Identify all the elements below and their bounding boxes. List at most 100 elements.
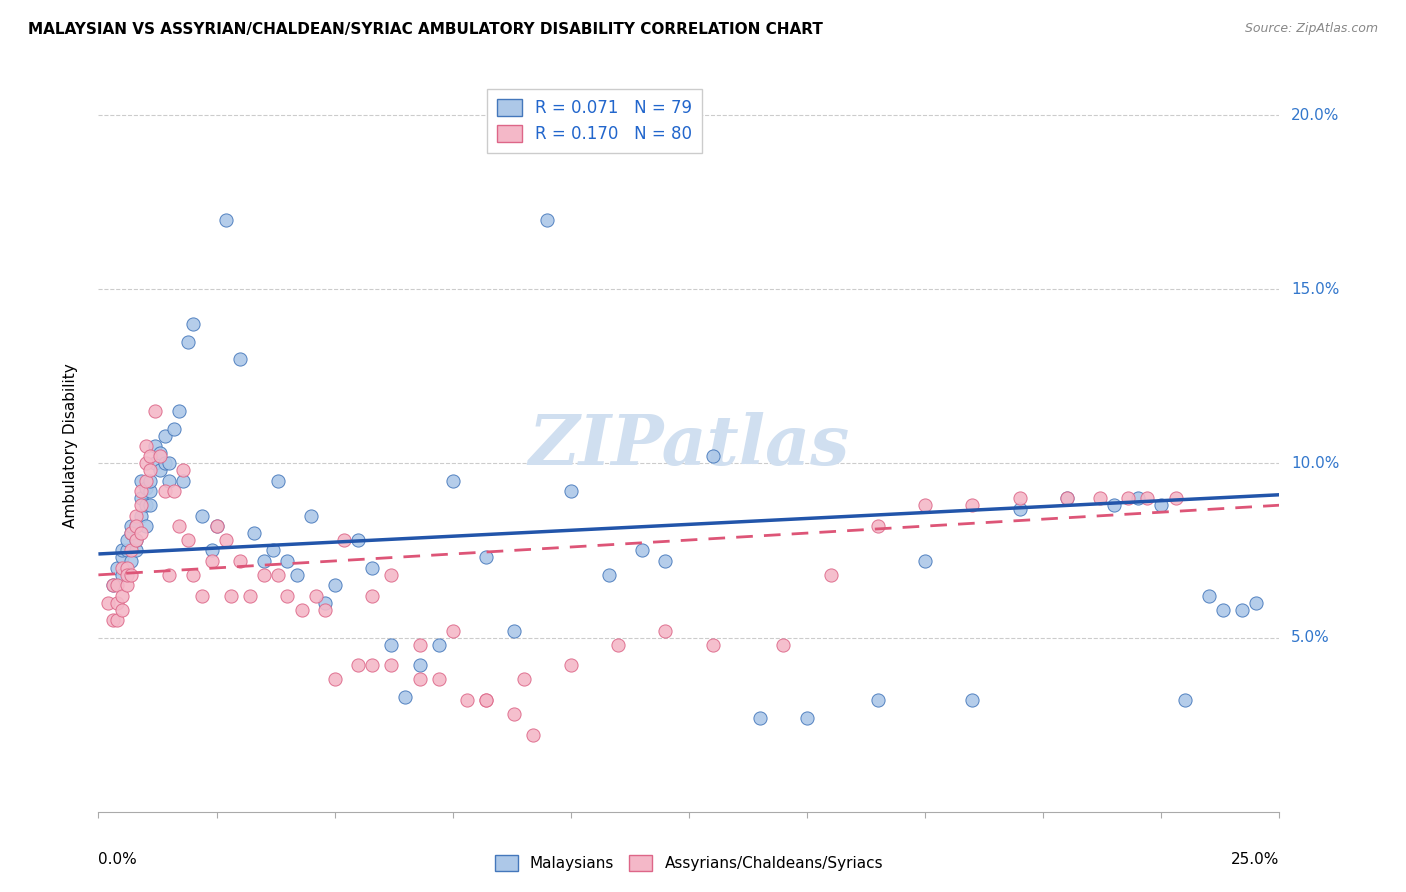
Text: MALAYSIAN VS ASSYRIAN/CHALDEAN/SYRIAC AMBULATORY DISABILITY CORRELATION CHART: MALAYSIAN VS ASSYRIAN/CHALDEAN/SYRIAC AM… [28,22,823,37]
Point [111,550,134,565]
Point [129,474,152,488]
Point [129,498,152,512]
Point [427,638,450,652]
Point [503,707,526,722]
Point [522,728,544,742]
Point [1056,491,1078,506]
Point [408,638,430,652]
Point [139,498,162,512]
Point [408,673,430,687]
Point [796,711,818,725]
Point [219,589,242,603]
Point [129,526,152,541]
Point [135,498,157,512]
Point [125,508,148,523]
Point [153,428,176,442]
Point [215,533,238,547]
Point [503,624,526,638]
Point [101,578,124,592]
Point [654,624,676,638]
Point [125,519,148,533]
Point [276,554,298,568]
Legend: Malaysians, Assyrians/Chaldeans/Syriacs: Malaysians, Assyrians/Chaldeans/Syriacs [488,849,890,877]
Point [105,596,128,610]
Point [380,658,402,673]
Point [1126,491,1149,506]
Point [239,589,262,603]
Point [111,603,134,617]
Point [191,589,214,603]
Point [314,603,336,617]
Point [475,550,498,565]
Point [361,658,384,673]
Point [380,638,402,652]
Point [1244,596,1267,610]
Text: ZIPatlas: ZIPatlas [529,412,849,480]
Point [1008,501,1031,516]
Point [229,351,252,366]
Point [121,526,143,541]
Point [157,457,180,471]
Text: Source: ZipAtlas.com: Source: ZipAtlas.com [1244,22,1378,36]
Point [157,567,180,582]
Point [536,212,558,227]
Point [427,673,450,687]
Point [475,693,498,707]
Text: 10.0%: 10.0% [1291,456,1340,471]
Point [290,603,312,617]
Point [243,526,266,541]
Point [748,711,770,725]
Point [135,519,157,533]
Point [163,421,186,435]
Point [1088,491,1111,506]
Point [1008,491,1031,506]
Point [361,589,384,603]
Point [1230,603,1253,617]
Point [149,446,172,460]
Text: 20.0%: 20.0% [1291,108,1340,122]
Point [121,567,143,582]
Point [262,543,284,558]
Point [125,543,148,558]
Point [111,567,134,582]
Point [299,508,322,523]
Point [149,463,172,477]
Point [177,533,200,547]
Point [97,596,120,610]
Point [380,567,402,582]
Point [143,439,166,453]
Point [149,450,172,464]
Point [135,457,157,471]
Point [866,519,889,533]
Point [702,450,724,464]
Point [630,543,652,558]
Point [181,317,204,331]
Point [456,693,478,707]
Point [125,533,148,547]
Point [598,567,620,582]
Point [135,439,157,453]
Point [125,533,148,547]
Point [1174,693,1197,707]
Point [129,484,152,499]
Point [139,474,162,488]
Point [101,613,124,627]
Point [702,638,724,652]
Point [115,543,138,558]
Point [129,491,152,506]
Point [139,450,162,464]
Point [1116,491,1139,506]
Point [1056,491,1078,506]
Point [394,690,416,704]
Point [1150,498,1173,512]
Text: 15.0%: 15.0% [1291,282,1340,297]
Point [253,554,276,568]
Point [1212,603,1234,617]
Point [441,474,464,488]
Point [229,554,252,568]
Point [560,658,582,673]
Point [125,519,148,533]
Point [361,561,384,575]
Point [607,638,630,652]
Point [201,543,224,558]
